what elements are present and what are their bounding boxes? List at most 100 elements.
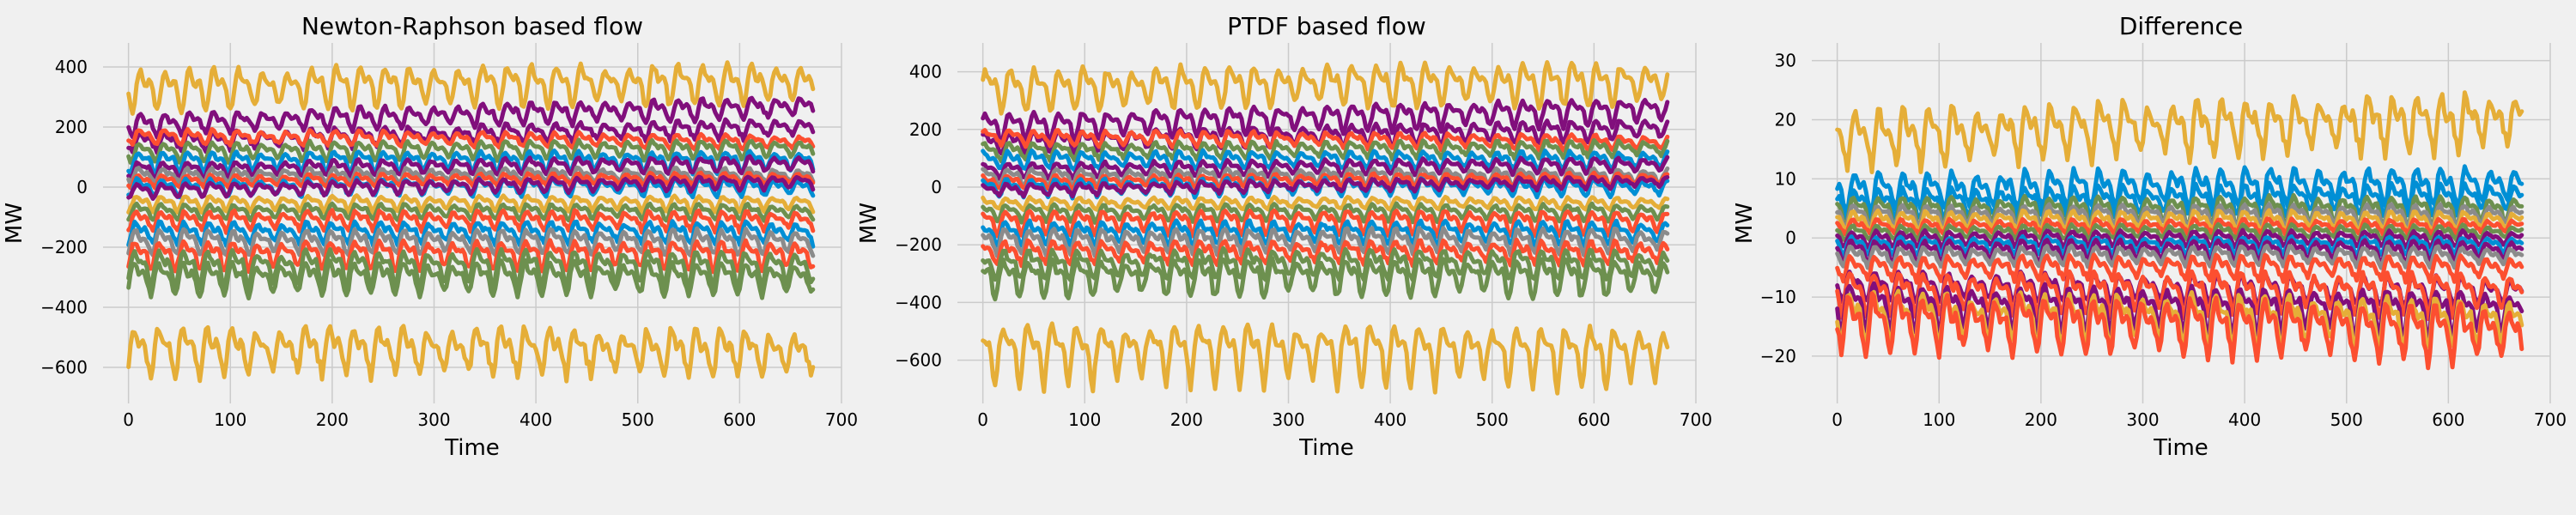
x-tick-label: 0 bbox=[977, 409, 988, 430]
series-line-d5 bbox=[1835, 202, 2524, 229]
y-tick-label: 0 bbox=[76, 177, 88, 197]
series-line-s13 bbox=[981, 201, 1670, 225]
y-tick-label: 10 bbox=[1775, 168, 1796, 189]
series-line-s7 bbox=[981, 154, 1670, 181]
y-tick-label: 200 bbox=[55, 117, 88, 137]
y-tick-label: −600 bbox=[40, 357, 88, 378]
series-line-s4 bbox=[126, 127, 816, 152]
series-line-s2 bbox=[126, 95, 816, 140]
series-line-s6 bbox=[981, 148, 1670, 173]
y-tick-label: 20 bbox=[1775, 110, 1796, 130]
series-line-s19 bbox=[981, 256, 1670, 302]
y-tick-labels: −600 −400 −200 0 200 400 bbox=[40, 57, 88, 378]
subplot-difference: 0 100 200 300 400 500 600 700 −20 −10 0 10 20 30 Dif… bbox=[1732, 12, 2567, 461]
series-line-s5 bbox=[126, 137, 816, 165]
y-tick-label: 30 bbox=[1775, 51, 1796, 71]
y-tick-label: 400 bbox=[909, 62, 942, 82]
y-tick-label: −600 bbox=[895, 350, 942, 371]
x-tick-label: 700 bbox=[1680, 409, 1712, 430]
series-line-s9 bbox=[981, 170, 1670, 191]
y-tick-label: −20 bbox=[1760, 346, 1796, 367]
x-tick-label: 0 bbox=[1832, 409, 1843, 430]
x-axis-label: Time bbox=[1298, 435, 1354, 461]
y-tick-label: 200 bbox=[909, 119, 942, 140]
series-lines bbox=[981, 60, 1670, 396]
series-line-s14 bbox=[126, 208, 816, 235]
series-line-s5 bbox=[981, 137, 1670, 164]
x-axis-label: Time bbox=[444, 435, 500, 461]
x-tick-label: 400 bbox=[2228, 409, 2261, 430]
x-tick-label: 300 bbox=[1272, 409, 1304, 430]
x-tick-label: 0 bbox=[123, 409, 134, 430]
y-tick-label: −10 bbox=[1760, 287, 1796, 307]
y-axis-label: MW bbox=[2, 203, 27, 244]
series-line-s9 bbox=[126, 170, 816, 191]
y-tick-label: 0 bbox=[931, 177, 942, 197]
series-line-s7 bbox=[126, 154, 816, 180]
y-tick-label: 400 bbox=[55, 57, 88, 77]
series-line-s11 bbox=[981, 174, 1670, 199]
series-line-s20 bbox=[126, 324, 816, 384]
x-tick-label: 600 bbox=[723, 409, 756, 430]
series-line-d18 bbox=[1835, 291, 2524, 371]
x-tick-label: 500 bbox=[2330, 409, 2363, 430]
x-tick-label: 700 bbox=[825, 409, 858, 430]
series-line-s12 bbox=[126, 193, 816, 215]
series-line-s2 bbox=[981, 98, 1670, 144]
x-tick-label: 600 bbox=[2432, 409, 2464, 430]
series-line-s14 bbox=[981, 208, 1670, 239]
x-axis-label: Time bbox=[2153, 435, 2208, 461]
series-lines bbox=[1835, 90, 2524, 371]
y-tick-labels: −20 −10 0 10 20 30 bbox=[1760, 51, 1796, 367]
x-tick-label: 600 bbox=[1577, 409, 1610, 430]
series-line-s1 bbox=[126, 60, 816, 116]
x-tick-label: 400 bbox=[519, 409, 552, 430]
chart-title: PTDF based flow bbox=[1227, 12, 1426, 40]
chart-title: Difference bbox=[2119, 12, 2243, 40]
chart-title: Newton-Raphson based flow bbox=[301, 12, 643, 40]
series-line-s20 bbox=[981, 321, 1670, 396]
x-tick-label: 400 bbox=[1374, 409, 1406, 430]
y-axis-label: MW bbox=[856, 203, 882, 244]
series-line-d13 bbox=[1835, 252, 2524, 285]
x-tick-labels: 0 100 200 300 400 500 600 700 bbox=[977, 409, 1712, 430]
series-line-s19 bbox=[126, 258, 816, 300]
x-tick-label: 700 bbox=[2534, 409, 2567, 430]
x-tick-label: 100 bbox=[1068, 409, 1101, 430]
y-tick-label: −200 bbox=[40, 237, 88, 258]
y-axis-label: MW bbox=[1732, 203, 1758, 244]
x-tick-label: 300 bbox=[2126, 409, 2159, 430]
series-line-s1 bbox=[981, 60, 1670, 116]
subplot-newton-raphson: 0 100 200 300 400 500 600 700 −600 −400 −200 0 200 4… bbox=[2, 12, 858, 461]
x-tick-labels: 0 100 200 300 400 500 600 700 bbox=[123, 409, 858, 430]
series-lines bbox=[126, 60, 816, 384]
series-line-s12 bbox=[981, 195, 1670, 212]
series-line-d1 bbox=[1835, 90, 2524, 174]
y-tick-label: −400 bbox=[895, 292, 942, 312]
series-line-s16 bbox=[981, 226, 1670, 258]
x-tick-label: 200 bbox=[1170, 409, 1203, 430]
series-line-s16 bbox=[126, 226, 816, 258]
x-tick-label: 200 bbox=[316, 409, 349, 430]
y-tick-labels: −600 −400 −200 0 200 400 bbox=[895, 62, 942, 371]
series-line-s11 bbox=[126, 174, 816, 201]
y-tick-label: −400 bbox=[40, 297, 88, 318]
y-tick-label: −200 bbox=[895, 234, 942, 255]
x-tick-label: 500 bbox=[1476, 409, 1509, 430]
x-tick-label: 500 bbox=[622, 409, 654, 430]
series-line-s4 bbox=[981, 128, 1670, 153]
series-line-d2 bbox=[1835, 164, 2524, 215]
x-tick-label: 100 bbox=[214, 409, 246, 430]
subplot-ptdf: 0 100 200 300 400 500 600 700 −600 −400 −200 0 200 4… bbox=[856, 12, 1712, 461]
series-line-d8 bbox=[1835, 221, 2524, 243]
series-line-d3 bbox=[1835, 180, 2524, 222]
x-tick-label: 300 bbox=[417, 409, 450, 430]
series-line-s3 bbox=[981, 118, 1670, 156]
series-line-s13 bbox=[126, 201, 816, 223]
x-tick-labels: 0 100 200 300 400 500 600 700 bbox=[1832, 409, 2567, 430]
series-line-d12 bbox=[1835, 243, 2524, 270]
x-tick-label: 100 bbox=[1923, 409, 1955, 430]
y-tick-label: 0 bbox=[1785, 227, 1796, 248]
x-tick-label: 200 bbox=[2025, 409, 2057, 430]
